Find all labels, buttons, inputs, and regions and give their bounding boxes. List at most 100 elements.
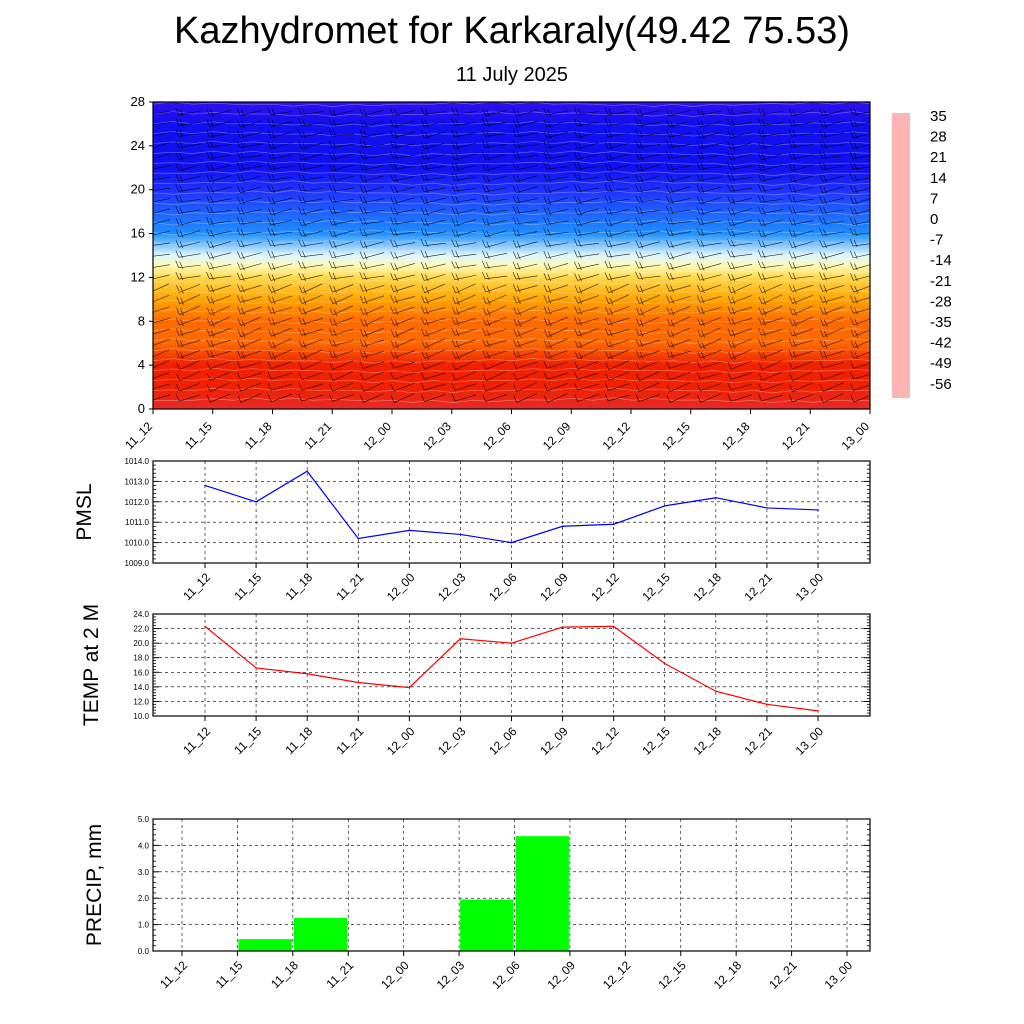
y-tick-label: 1.0 [138,921,150,930]
data-point [715,496,717,499]
data-point [715,690,717,693]
wind-barb [267,250,293,259]
wind-barb [359,271,385,281]
wind-barb [153,153,170,159]
wind-barb [298,306,323,316]
wind-barb [635,328,660,337]
wind-barb [176,294,200,306]
wind-barb [359,295,385,305]
wind-barb [206,217,232,226]
wind-barb [153,122,170,126]
wind-barb [236,206,262,215]
wind-barb [512,284,538,293]
wind-barb [267,217,293,227]
contour-line [153,209,870,216]
y-axis-title: PMSL [73,483,96,540]
wind-barbs [153,107,870,403]
wind-barb [696,262,722,271]
wind-barb [819,151,845,160]
wind-barb [512,216,538,226]
wind-barb [574,218,599,227]
wind-barb [153,394,170,401]
x-tick-label: 12_00 [361,419,395,453]
wind-barb [237,372,262,380]
wind-barb [328,260,354,269]
wind-barb [788,118,814,128]
wind-barb [788,195,814,204]
wind-barb [329,382,354,392]
wind-barb [421,273,446,282]
x-tick-label: 12_03 [435,570,469,604]
wind-barb [635,205,661,215]
wind-barb [359,216,385,226]
wind-barb [574,261,599,270]
x-tick-label: 12_09 [545,958,579,992]
wind-barb [390,185,415,194]
wind-barb [390,119,415,129]
wind-barb [236,239,262,248]
colorbar-label: -49 [930,355,952,372]
wind-barb [482,350,507,359]
wind-barb [574,152,599,161]
wind-barb [758,383,783,391]
wind-barb [420,130,446,139]
x-tick-label: 11_21 [334,724,367,757]
wind-barb [421,295,446,305]
wind-barb [543,383,568,392]
wind-barb [605,360,629,370]
x-tick-label: 12_09 [537,724,571,758]
wind-barb [421,207,446,216]
wind-barb [153,132,170,137]
wind-barb [573,238,600,247]
wind-barb [482,382,507,392]
wind-barb [451,328,477,337]
x-tick-label: 12_06 [486,570,520,604]
wind-barb [820,316,844,327]
wind-barb [359,261,385,270]
y-tick-label: 1011.0 [125,518,149,527]
plot-frame [152,613,871,717]
wind-barb [452,349,476,360]
wind-barb [512,162,538,172]
wind-barb [696,107,722,117]
wind-barb [574,283,599,294]
wind-barb [298,229,324,238]
wind-barb [696,250,722,260]
wind-barb [850,351,870,360]
wind-barb [176,305,200,316]
wind-barb [420,250,446,259]
wind-barb [604,272,630,281]
wind-barb [727,372,752,380]
wind-barb [176,350,201,360]
wind-barb [482,174,507,183]
wind-barb [329,371,354,381]
data-point [561,626,564,628]
wind-barb [298,383,323,391]
wind-barb [206,284,231,293]
wind-barb [788,339,814,348]
wind-barb [420,184,446,193]
wind-barb [451,118,477,127]
wind-barb [635,184,661,193]
wind-barb [512,185,538,194]
wind-barb [206,185,232,194]
precip-bar [293,918,348,951]
wind-barb [451,163,477,172]
wind-barb [482,118,508,127]
wind-barb [267,361,293,370]
wind-barb [237,251,262,260]
y-tick-label: 0.0 [138,947,150,956]
x-tick-label: 12_21 [779,419,813,453]
wind-barb [482,152,507,161]
wind-barb [513,339,538,348]
wind-barb [788,261,814,270]
wind-barb [789,371,813,381]
x-tick-label: 12_06 [486,724,520,758]
wind-barb [451,183,477,193]
wind-barb [451,317,477,326]
x-tick-label: 11_15 [182,419,215,452]
wind-barb [267,173,293,182]
wind-barb [268,349,292,360]
x-tick-label: 12_03 [420,419,454,453]
wind-barb [481,260,508,270]
